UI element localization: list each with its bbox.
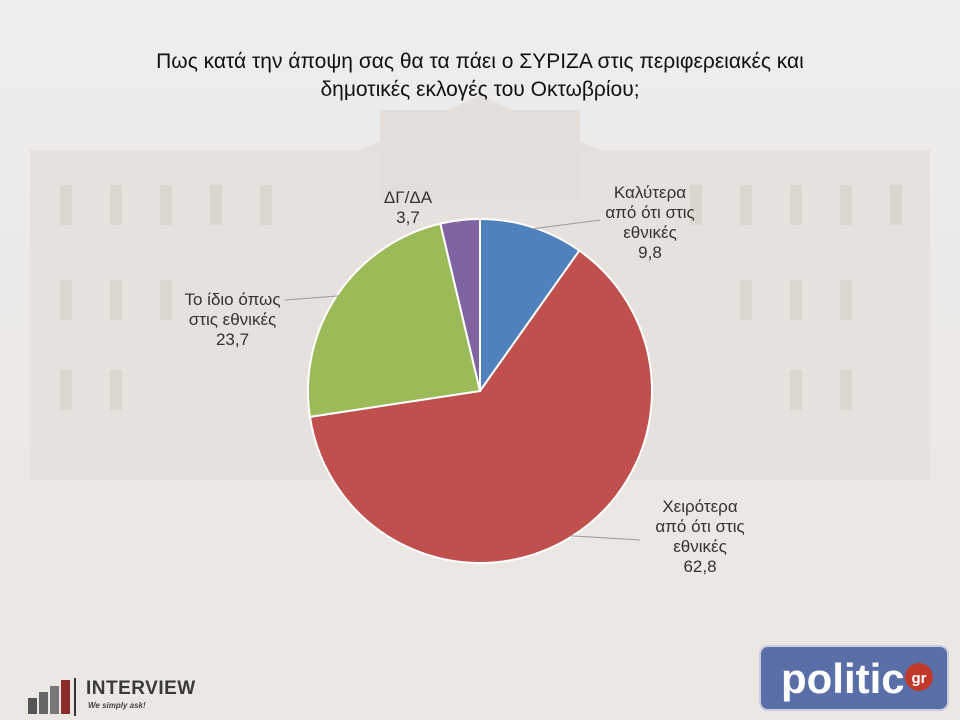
leader-line-better [531, 219, 601, 230]
politic-logo-text: politic [781, 655, 905, 702]
pie-slice-dk-na [439, 217, 481, 392]
slice-value-worse: 62,8 [683, 557, 717, 576]
slice-label-dk-na-line-1: ΔΓ/ΔΑ [383, 188, 433, 207]
interview-bars-icon [28, 678, 76, 716]
slice-label-same-line-2: στις εθνικές [188, 310, 277, 329]
slice-label-better-line-3: εθνικές [623, 223, 677, 242]
slice-value-same: 23,7 [215, 330, 250, 349]
slice-label-dk-na: ΔΓ/ΔΑ 3,7 [368, 188, 448, 228]
pie-slice-same [307, 222, 482, 418]
politic-logo-suffix: gr [912, 670, 927, 687]
politic-logo: politic gr [759, 645, 949, 711]
leader-line-same [284, 295, 340, 301]
slice-label-better-line-2: από ότι στις [605, 203, 695, 222]
interview-logo-text: INTERVIEW [86, 678, 196, 699]
chart-title-line-2: δημοτικές εκλογές του Οκτωβρίου; [320, 78, 640, 101]
interview-logo: INTERVIEW We simply ask! [28, 676, 228, 718]
slice-value-better: 9,8 [638, 243, 662, 262]
slice-label-worse-line-2: από ότι στις [655, 517, 745, 536]
slice-label-same: Το ίδιο όπως στις εθνικές 23,7 [165, 290, 300, 350]
slice-label-same-line-1: Το ίδιο όπως [184, 290, 281, 309]
slice-label-worse-line-3: εθνικές [673, 537, 727, 556]
slice-label-better-line-1: Καλύτερα [613, 183, 687, 202]
slice-label-better: Καλύτερα από ότι στις εθνικές 9,8 [590, 183, 710, 263]
chart-title: Πως κατά την άποψη σας θα τα πάει ο ΣΥΡΙ… [60, 48, 900, 104]
pie-slice-worse [308, 249, 653, 564]
chart-title-line-1: Πως κατά την άποψη σας θα τα πάει ο ΣΥΡΙ… [156, 50, 804, 73]
slice-label-worse: Χειρότερα από ότι στις εθνικές 62,8 [635, 497, 765, 577]
slice-label-worse-line-1: Χειρότερα [662, 497, 738, 516]
leader-line-worse [569, 535, 641, 541]
interview-tagline: We simply ask! [88, 701, 146, 710]
slice-value-dk-na: 3,7 [396, 208, 420, 227]
pie-slice-better [479, 217, 581, 395]
